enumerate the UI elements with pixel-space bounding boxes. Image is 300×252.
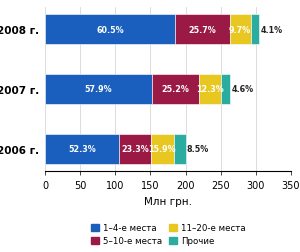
Text: 25.7%: 25.7% [188,25,216,34]
Bar [45,75,152,104]
Bar [250,15,260,45]
X-axis label: Млн грн.: Млн грн. [144,196,192,206]
Bar [221,75,230,104]
Bar [152,75,199,104]
Text: 60.5%: 60.5% [96,25,124,34]
Text: 52.3%: 52.3% [68,145,96,153]
Text: 9.7%: 9.7% [229,25,251,34]
Text: 8.5%: 8.5% [187,145,209,153]
Bar [45,15,175,45]
Bar [199,75,221,104]
Legend: 1–4-е места, 5–10-е места, 11–20-е места, Прочие: 1–4-е места, 5–10-е места, 11–20-е места… [89,222,247,247]
Bar [174,134,186,164]
Text: 57.9%: 57.9% [85,85,112,94]
Text: 15.9%: 15.9% [148,145,176,153]
Text: 23.3%: 23.3% [121,145,149,153]
Text: 12.3%: 12.3% [196,85,224,94]
Text: 4.1%: 4.1% [261,25,283,34]
Text: 4.6%: 4.6% [231,85,254,94]
Bar [45,134,118,164]
Bar [175,15,230,45]
Text: 25.2%: 25.2% [161,85,189,94]
Bar [230,15,250,45]
Bar [151,134,174,164]
Bar [118,134,151,164]
